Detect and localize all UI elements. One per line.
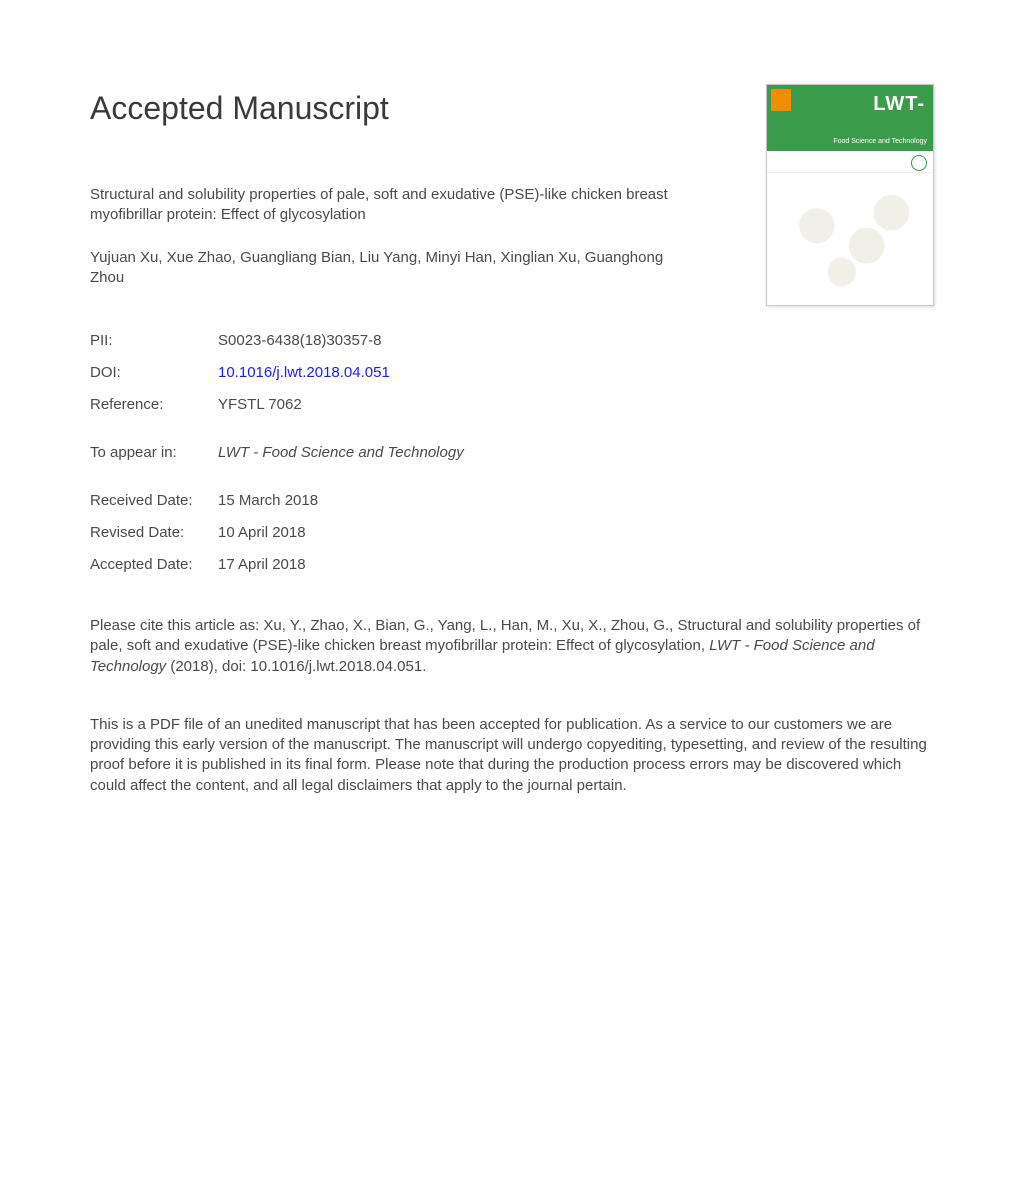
meta-row-doi: DOI: 10.1016/j.lwt.2018.04.051 [90,364,930,382]
cover-header: LWT- Food Science and Technology [767,85,933,151]
accepted-label: Accepted Date: [90,556,218,574]
publisher-badge-icon [771,89,791,111]
disclaimer-text: This is a PDF file of an unedited manusc… [90,715,930,796]
cover-info-strip [767,151,933,173]
meta-row-appears-in: To appear in: LWT - Food Science and Tec… [90,444,930,462]
meta-row-received: Received Date: 15 March 2018 [90,492,930,510]
accepted-value: 17 April 2018 [218,556,306,574]
article-title: Structural and solubility properties of … [90,185,700,226]
citation-text: Please cite this article as: Xu, Y., Zha… [90,616,930,677]
revised-label: Revised Date: [90,524,218,542]
meta-row-accepted: Accepted Date: 17 April 2018 [90,556,930,574]
author-list: Yujuan Xu, Xue Zhao, Guangliang Bian, Li… [90,248,700,289]
cover-journal-subtitle: Food Science and Technology [833,138,927,145]
citation-suffix: (2018), doi: 10.1016/j.lwt.2018.04.051. [166,658,426,675]
doi-link[interactable]: 10.1016/j.lwt.2018.04.051 [218,364,390,382]
to-appear-label: To appear in: [90,444,218,462]
revised-value: 10 April 2018 [218,524,306,542]
pii-value: S0023-6438(18)30357-8 [218,332,381,350]
cover-journal-short: LWT- [873,93,925,116]
metadata-table: PII: S0023-6438(18)30357-8 DOI: 10.1016/… [90,332,930,574]
pii-label: PII: [90,332,218,350]
journal-cover-thumbnail: LWT- Food Science and Technology [766,84,934,306]
reference-value: YFSTL 7062 [218,396,302,414]
doi-label: DOI: [90,364,218,382]
reference-label: Reference: [90,396,218,414]
received-label: Received Date: [90,492,218,510]
manuscript-page: LWT- Food Science and Technology Accepte… [0,0,1020,796]
meta-row-pii: PII: S0023-6438(18)30357-8 [90,332,930,350]
meta-row-revised: Revised Date: 10 April 2018 [90,524,930,542]
meta-row-reference: Reference: YFSTL 7062 [90,396,930,414]
received-value: 15 March 2018 [218,492,318,510]
cover-artwork [767,173,933,305]
to-appear-value: LWT - Food Science and Technology [218,444,464,462]
